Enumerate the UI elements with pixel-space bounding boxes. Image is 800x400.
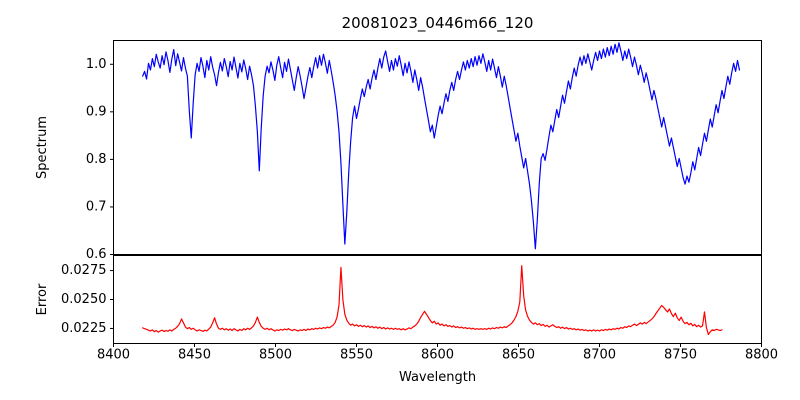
- error-x-ticklabel: 8500: [259, 347, 292, 362]
- spectrum-y-ticklabel: 0.8: [86, 152, 107, 167]
- error-y-ticklabel: 0.0275: [61, 263, 107, 278]
- error-axes-frame: [113, 255, 762, 344]
- error-x-ticklabel: 8600: [421, 347, 454, 362]
- spectrum-y-ticklabel: 0.7: [86, 199, 107, 214]
- error-x-ticklabel: 8650: [502, 347, 535, 362]
- error-x-axis-label: Wavelength: [399, 370, 476, 385]
- spectrum-y-ticklabel: 0.9: [86, 104, 107, 119]
- error-data-line: [142, 265, 723, 336]
- error-y-axis-label: Error: [35, 283, 50, 315]
- error-y-ticklabel: 0.0225: [61, 321, 107, 336]
- error-x-ticklabel: 8800: [745, 347, 778, 362]
- spectrum-data-line: [142, 42, 741, 250]
- spectrum-y-axis-label: Spectrum: [35, 116, 50, 179]
- error-x-ticklabel: 8550: [340, 347, 373, 362]
- error-x-ticklabel: 8400: [97, 347, 130, 362]
- spectrum-axes-frame: [113, 40, 762, 255]
- figure-title: 20081023_0446m66_120: [342, 14, 534, 33]
- error-x-ticklabel: 8700: [583, 347, 616, 362]
- error-x-ticklabel: 8450: [178, 347, 211, 362]
- error-x-ticklabel: 8750: [664, 347, 697, 362]
- spectrum-y-ticklabel: 0.6: [86, 247, 107, 262]
- spectrum-y-ticklabel: 1.0: [86, 57, 107, 72]
- error-y-ticklabel: 0.0250: [61, 292, 107, 307]
